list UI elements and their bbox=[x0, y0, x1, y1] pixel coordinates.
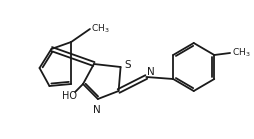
Text: CH$_3$: CH$_3$ bbox=[231, 47, 250, 59]
Text: S: S bbox=[124, 60, 131, 70]
Text: N: N bbox=[147, 67, 154, 77]
Text: HO: HO bbox=[61, 91, 76, 101]
Text: CH$_3$: CH$_3$ bbox=[91, 23, 109, 35]
Text: N: N bbox=[93, 105, 100, 115]
